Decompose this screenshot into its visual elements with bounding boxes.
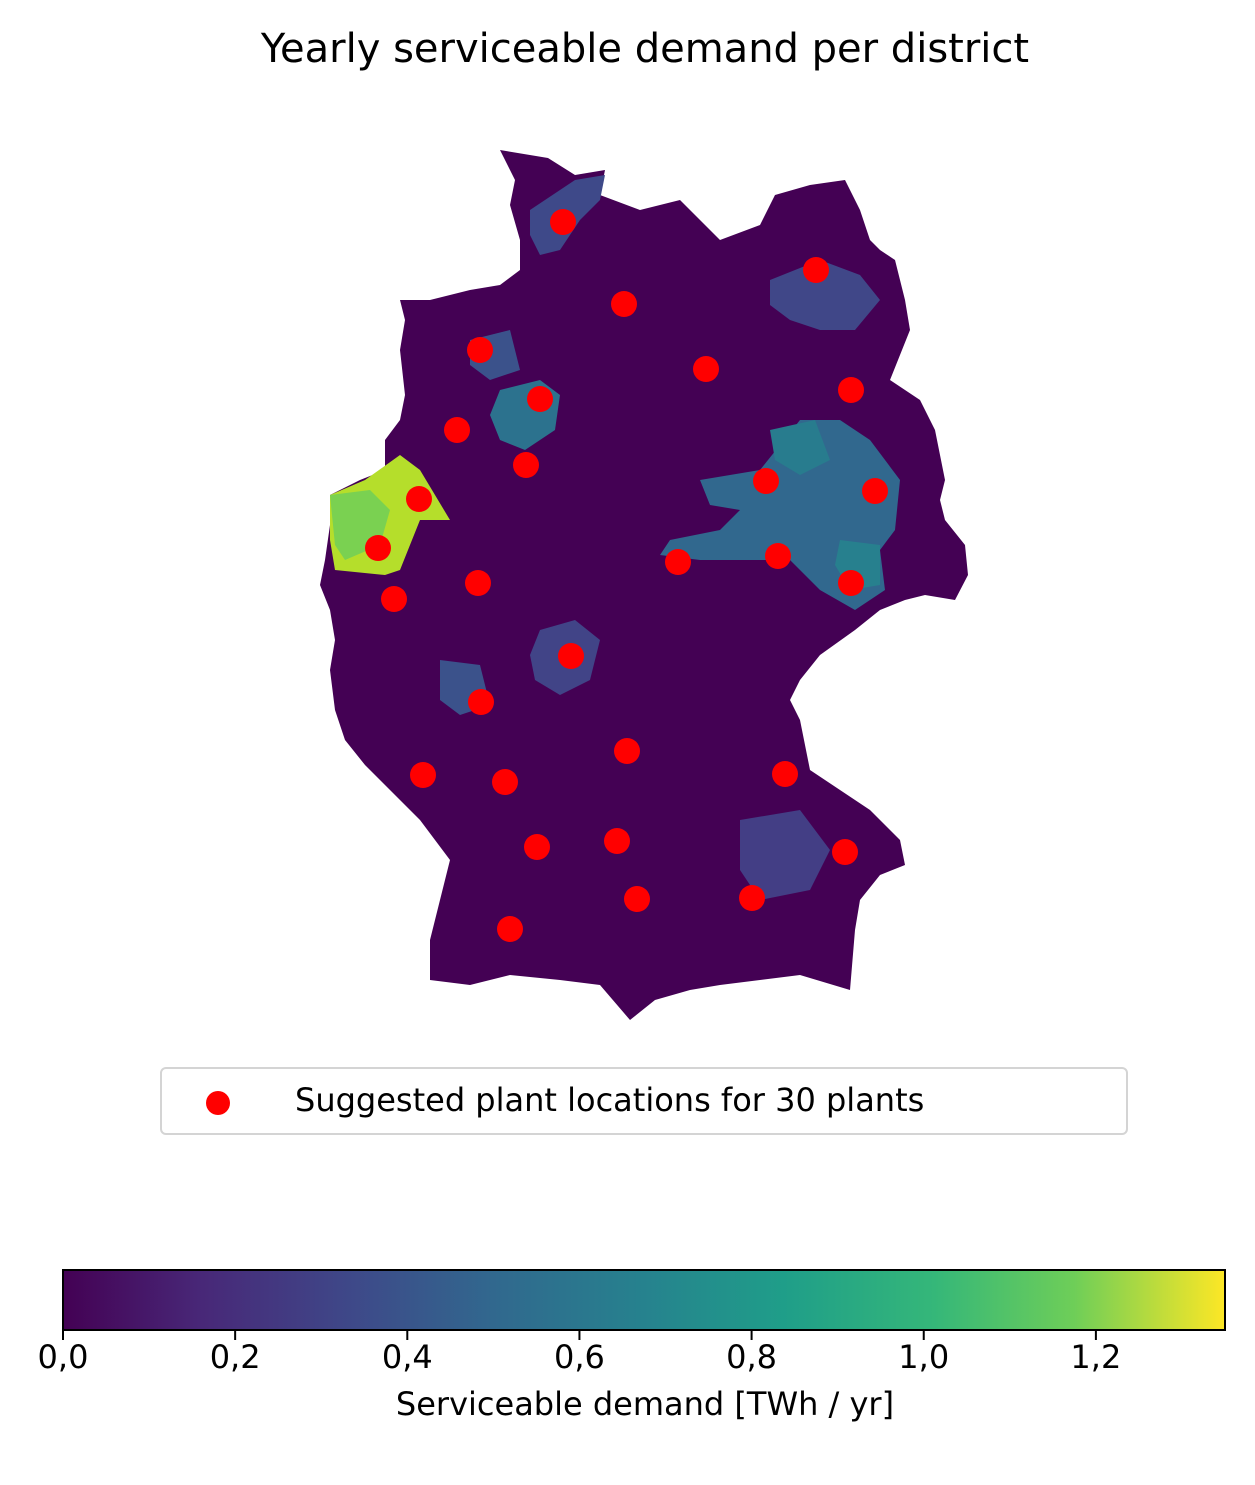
district-leipzig-mid bbox=[770, 420, 830, 475]
plant-marker bbox=[765, 543, 791, 569]
legend-label: Suggested plant locations for 30 plants bbox=[295, 1081, 925, 1119]
plant-marker bbox=[772, 761, 798, 787]
plant-marker bbox=[614, 738, 640, 764]
plant-marker bbox=[803, 257, 829, 283]
plant-marker bbox=[492, 769, 518, 795]
colorbar-tick-label: 0,2 bbox=[209, 1338, 261, 1376]
plant-marker bbox=[558, 643, 584, 669]
plant-marker bbox=[832, 839, 858, 865]
colorbar-tick-label: 0,8 bbox=[726, 1338, 778, 1376]
colorbar-tick-label: 0,6 bbox=[553, 1338, 605, 1376]
colorbar-tick-label: 1,0 bbox=[898, 1338, 950, 1376]
legend: Suggested plant locations for 30 plants bbox=[160, 1067, 1128, 1135]
colorbar-tick-label: 0,4 bbox=[381, 1338, 433, 1376]
plant-marker bbox=[739, 885, 765, 911]
plant-marker bbox=[753, 468, 779, 494]
colorbar-tick-label: 1,2 bbox=[1070, 1338, 1122, 1376]
plant-marker bbox=[693, 356, 719, 382]
plant-marker bbox=[838, 377, 864, 403]
plant-marker bbox=[365, 535, 391, 561]
plant-marker bbox=[527, 386, 553, 412]
district-mv-low bbox=[770, 260, 880, 330]
plant-marker bbox=[465, 570, 491, 596]
colorbar-gradient bbox=[62, 1269, 1226, 1331]
legend-marker-icon bbox=[206, 1091, 230, 1115]
plant-marker bbox=[524, 834, 550, 860]
map-title: Yearly serviceable demand per district bbox=[260, 26, 1030, 72]
plant-marker bbox=[611, 291, 637, 317]
plant-marker bbox=[410, 762, 436, 788]
plant-marker bbox=[381, 586, 407, 612]
plant-marker bbox=[838, 570, 864, 596]
plant-marker bbox=[665, 549, 691, 575]
plant-marker bbox=[406, 486, 432, 512]
plant-marker bbox=[468, 689, 494, 715]
plant-marker bbox=[862, 478, 888, 504]
district-bayern-low bbox=[740, 810, 830, 900]
plant-marker bbox=[467, 337, 493, 363]
plant-marker bbox=[624, 886, 650, 912]
colorbar-label: Serviceable demand [TWh / yr] bbox=[395, 1385, 895, 1423]
plant-marker bbox=[497, 916, 523, 942]
plant-marker bbox=[444, 417, 470, 443]
plant-marker bbox=[513, 452, 539, 478]
colorbar-tick-label: 0,0 bbox=[37, 1338, 89, 1376]
plant-marker bbox=[604, 828, 630, 854]
plant-marker bbox=[550, 209, 576, 235]
